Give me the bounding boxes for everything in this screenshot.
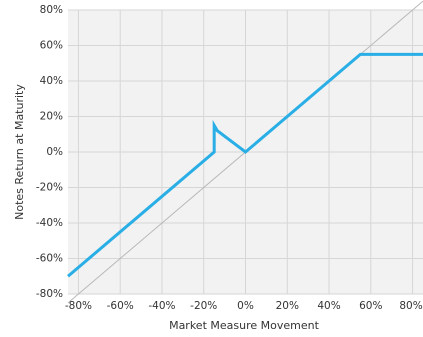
x-tick-label: 40% bbox=[317, 300, 340, 312]
y-axis-title: Notes Return at Maturity bbox=[13, 84, 26, 220]
x-tick-label: 80% bbox=[399, 300, 422, 312]
y-tick-label: 0% bbox=[46, 146, 63, 158]
x-tick-label: -20% bbox=[190, 300, 217, 312]
y-tick-label: 80% bbox=[40, 4, 63, 16]
x-tick-label: -80% bbox=[65, 300, 92, 312]
y-tick-label: 40% bbox=[40, 75, 63, 87]
y-tick-labels: -80% -60% -40% -20% 0% 20% 40% 60% 80% bbox=[36, 4, 63, 300]
payoff-line bbox=[67, 52, 423, 278]
y-tick-label: -40% bbox=[36, 217, 63, 229]
x-tick-label: -40% bbox=[148, 300, 175, 312]
x-tick-labels: -80% -60% -40% -20% 0% 20% 40% 60% 80% bbox=[65, 300, 423, 312]
x-axis-title: Market Measure Movement bbox=[169, 319, 320, 332]
x-tick-label: 0% bbox=[237, 300, 254, 312]
x-tick-label: 60% bbox=[359, 300, 382, 312]
y-tick-label: -60% bbox=[36, 253, 63, 265]
x-tick-label: 20% bbox=[276, 300, 299, 312]
x-tick-label: -60% bbox=[107, 300, 134, 312]
grid-lines bbox=[68, 9, 423, 295]
y-tick-label: -80% bbox=[36, 288, 63, 300]
y-tick-label: -20% bbox=[36, 182, 63, 194]
y-tick-label: 60% bbox=[40, 40, 63, 52]
series-layer bbox=[67, 0, 423, 304]
y-tick-label: 20% bbox=[40, 111, 63, 123]
